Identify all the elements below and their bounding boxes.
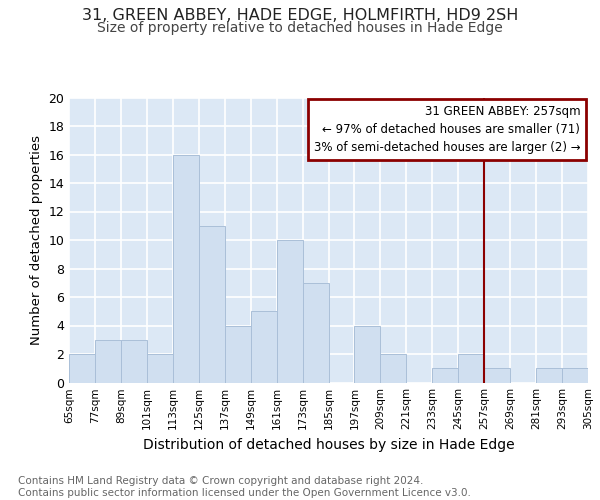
Bar (458, 354, 484, 382)
Bar (147, 354, 173, 382)
Bar (355, 326, 380, 382)
Bar (277, 240, 302, 382)
Text: 31, GREEN ABBEY, HADE EDGE, HOLMFIRTH, HD9 2SH: 31, GREEN ABBEY, HADE EDGE, HOLMFIRTH, H… (82, 8, 518, 22)
Bar (121, 340, 147, 382)
Text: 31 GREEN ABBEY: 257sqm
← 97% of detached houses are smaller (71)
3% of semi-deta: 31 GREEN ABBEY: 257sqm ← 97% of detached… (314, 104, 580, 154)
Bar (432, 368, 458, 382)
Bar (224, 326, 251, 382)
Bar (536, 368, 562, 382)
Bar (484, 368, 510, 382)
Bar (199, 226, 224, 382)
X-axis label: Distribution of detached houses by size in Hade Edge: Distribution of detached houses by size … (143, 438, 514, 452)
Bar (562, 368, 588, 382)
Bar (173, 154, 199, 382)
Bar (95, 340, 121, 382)
Text: Size of property relative to detached houses in Hade Edge: Size of property relative to detached ho… (97, 21, 503, 35)
Bar (302, 283, 329, 382)
Bar (69, 354, 95, 382)
Bar (380, 354, 406, 382)
Bar (251, 311, 277, 382)
Y-axis label: Number of detached properties: Number of detached properties (30, 135, 43, 345)
Text: Contains HM Land Registry data © Crown copyright and database right 2024.
Contai: Contains HM Land Registry data © Crown c… (18, 476, 471, 498)
